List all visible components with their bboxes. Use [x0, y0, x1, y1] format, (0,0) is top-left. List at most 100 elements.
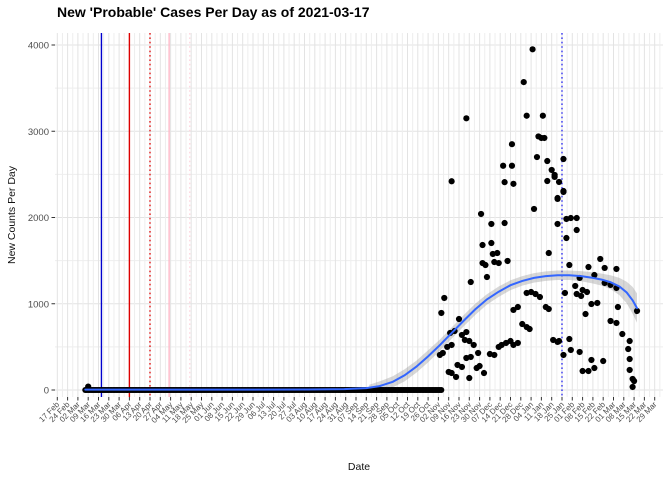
y-tick-label: 2000: [28, 213, 49, 224]
data-point: [567, 346, 574, 354]
data-point: [560, 351, 567, 359]
data-point: [455, 315, 463, 323]
data-point: [508, 141, 516, 148]
data-point: [439, 349, 446, 357]
data-point: [601, 264, 608, 272]
data-point: [441, 294, 448, 302]
data-point: [530, 205, 538, 213]
y-axis-ticks: 0 1000 2000 3000 4000: [28, 41, 55, 397]
data-point: [477, 210, 485, 218]
data-point: [551, 173, 558, 181]
data-point: [576, 348, 583, 356]
data-point: [491, 351, 498, 359]
data-point: [554, 220, 561, 228]
data-point: [452, 373, 460, 381]
gridlines: [55, 33, 663, 397]
data-point: [591, 364, 598, 372]
data-point: [560, 188, 567, 196]
data-point: [613, 265, 620, 273]
data-point: [467, 353, 474, 361]
data-point: [626, 337, 633, 345]
data-point: [630, 377, 638, 385]
data-point: [561, 289, 569, 297]
data-point: [544, 177, 551, 185]
data-point: [629, 383, 636, 391]
data-point: [579, 367, 586, 375]
data-point: [500, 162, 507, 169]
data-point: [520, 78, 527, 86]
y-tick-label: 1000: [28, 299, 49, 310]
data-point: [501, 179, 508, 186]
data-point: [519, 320, 526, 328]
data-point: [479, 241, 486, 249]
data-point: [448, 369, 455, 377]
data-point: [548, 166, 555, 174]
data-point: [523, 112, 530, 119]
data-point: [573, 214, 580, 222]
y-axis-title: New Counts Per Day: [6, 165, 18, 264]
y-tick-label: 0: [44, 386, 49, 397]
data-point: [545, 305, 552, 313]
data-point: [532, 290, 539, 298]
smooth-line: [84, 274, 638, 391]
data-point: [541, 134, 548, 142]
data-point: [501, 219, 508, 227]
data-point: [582, 310, 589, 318]
data-point: [555, 337, 563, 345]
data-point: [458, 363, 466, 371]
data-point: [476, 362, 483, 370]
data-point: [554, 195, 561, 203]
data-point: [482, 261, 489, 269]
data-point: [600, 357, 607, 365]
data-point: [463, 328, 470, 336]
data-point: [504, 257, 511, 265]
data-point: [585, 263, 592, 271]
data-point: [526, 325, 533, 333]
chart-title: New 'Probable' Cases Per Day as of 2021-…: [57, 4, 370, 20]
data-point: [508, 162, 516, 169]
data-point: [626, 355, 633, 363]
data-point: [585, 367, 592, 375]
data-point: [633, 307, 641, 315]
data-point: [458, 331, 466, 339]
data-point: [588, 300, 595, 308]
reference-lines: [100, 33, 563, 397]
data-point: [545, 249, 552, 257]
y-tick-label: 4000: [28, 41, 49, 52]
data-point: [597, 255, 604, 263]
data-point: [607, 317, 614, 325]
data-point: [463, 115, 470, 122]
data-point: [495, 259, 502, 267]
data-point: [438, 309, 445, 317]
data-point: [560, 155, 567, 163]
data-point: [470, 341, 477, 349]
data-point: [573, 226, 580, 234]
data-point: [626, 366, 633, 374]
data-point: [466, 374, 473, 382]
data-point: [536, 293, 544, 301]
data-point: [510, 306, 517, 314]
loess-smooth-line: [84, 274, 638, 391]
data-point-zero: [438, 387, 445, 393]
data-point: [475, 349, 482, 357]
data-point: [483, 273, 491, 281]
data-point: [572, 282, 579, 290]
data-point: [544, 157, 551, 165]
data-point: [567, 214, 574, 222]
data-point: [566, 335, 573, 343]
data-point: [494, 249, 501, 257]
data-point: [533, 153, 541, 161]
data-point: [514, 303, 521, 311]
data-point: [563, 234, 570, 242]
data-point: [448, 341, 455, 349]
data-point: [467, 278, 474, 286]
data-point: [619, 330, 626, 338]
data-point: [566, 261, 573, 269]
data-point: [539, 112, 546, 119]
data-point: [85, 383, 92, 390]
data-point: [583, 288, 591, 296]
data-point: [588, 356, 595, 364]
